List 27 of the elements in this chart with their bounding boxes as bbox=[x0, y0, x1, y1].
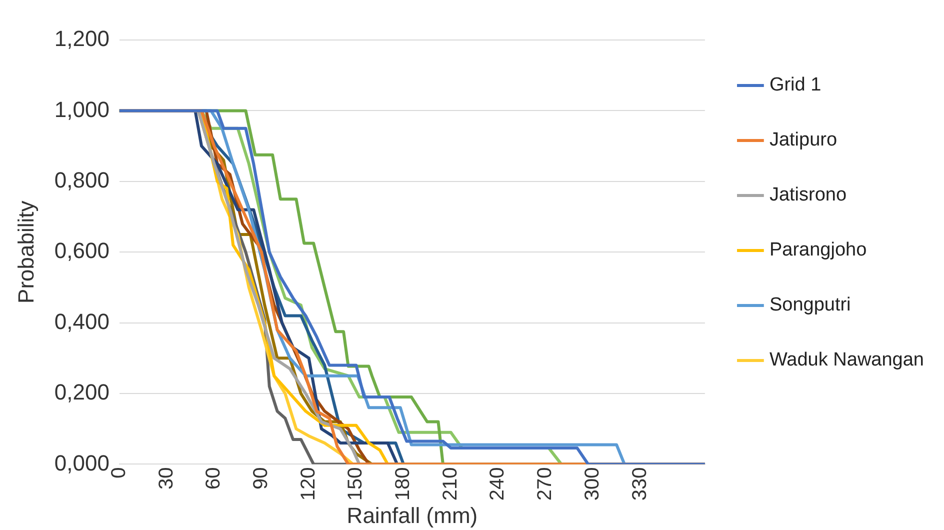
y-tick-label: 0,600 bbox=[54, 238, 110, 264]
y-tick-label: 1,200 bbox=[54, 26, 110, 52]
x-tick-label: 60 bbox=[202, 467, 225, 490]
x-tick-label: 180 bbox=[392, 467, 414, 501]
x-tick-label: 240 bbox=[486, 467, 509, 501]
legend-label: Waduk Nawangan bbox=[769, 350, 924, 371]
x-tick-label: 30 bbox=[155, 467, 178, 490]
x-tick-label: 300 bbox=[581, 467, 604, 501]
x-tick-label: 270 bbox=[534, 467, 556, 501]
legend-label: Parangjoho bbox=[769, 240, 867, 261]
y-tick-label: 0,400 bbox=[54, 308, 110, 334]
x-tick-label: 330 bbox=[628, 467, 651, 501]
y-tick-label: 0,000 bbox=[54, 450, 110, 476]
y-axis-title: Probability bbox=[13, 200, 38, 304]
x-tick-label: 120 bbox=[297, 467, 320, 501]
legend-label: Grid 1 bbox=[769, 74, 822, 96]
x-tick-label: 210 bbox=[439, 467, 462, 501]
x-tick-label: 90 bbox=[250, 467, 272, 490]
y-tick-label: 0,800 bbox=[54, 167, 110, 192]
legend-label: Songputri bbox=[769, 294, 851, 316]
y-tick-label: 1,000 bbox=[54, 96, 110, 122]
y-tick-label: 0,200 bbox=[54, 380, 110, 405]
x-tick-label: 150 bbox=[344, 467, 367, 501]
legend-label: Jatipuro bbox=[769, 130, 838, 151]
x-tick-label: 0 bbox=[108, 467, 130, 478]
x-axis-title: Rainfall (mm) bbox=[346, 502, 478, 528]
legend-label: Jatisrono bbox=[769, 184, 847, 206]
